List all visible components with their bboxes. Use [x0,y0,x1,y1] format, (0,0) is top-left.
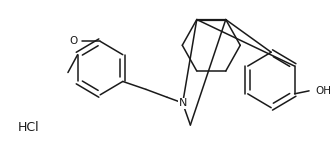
Text: O: O [70,36,78,46]
Text: OH: OH [316,86,332,96]
Text: HCl: HCl [18,121,40,134]
Text: N: N [178,98,187,108]
